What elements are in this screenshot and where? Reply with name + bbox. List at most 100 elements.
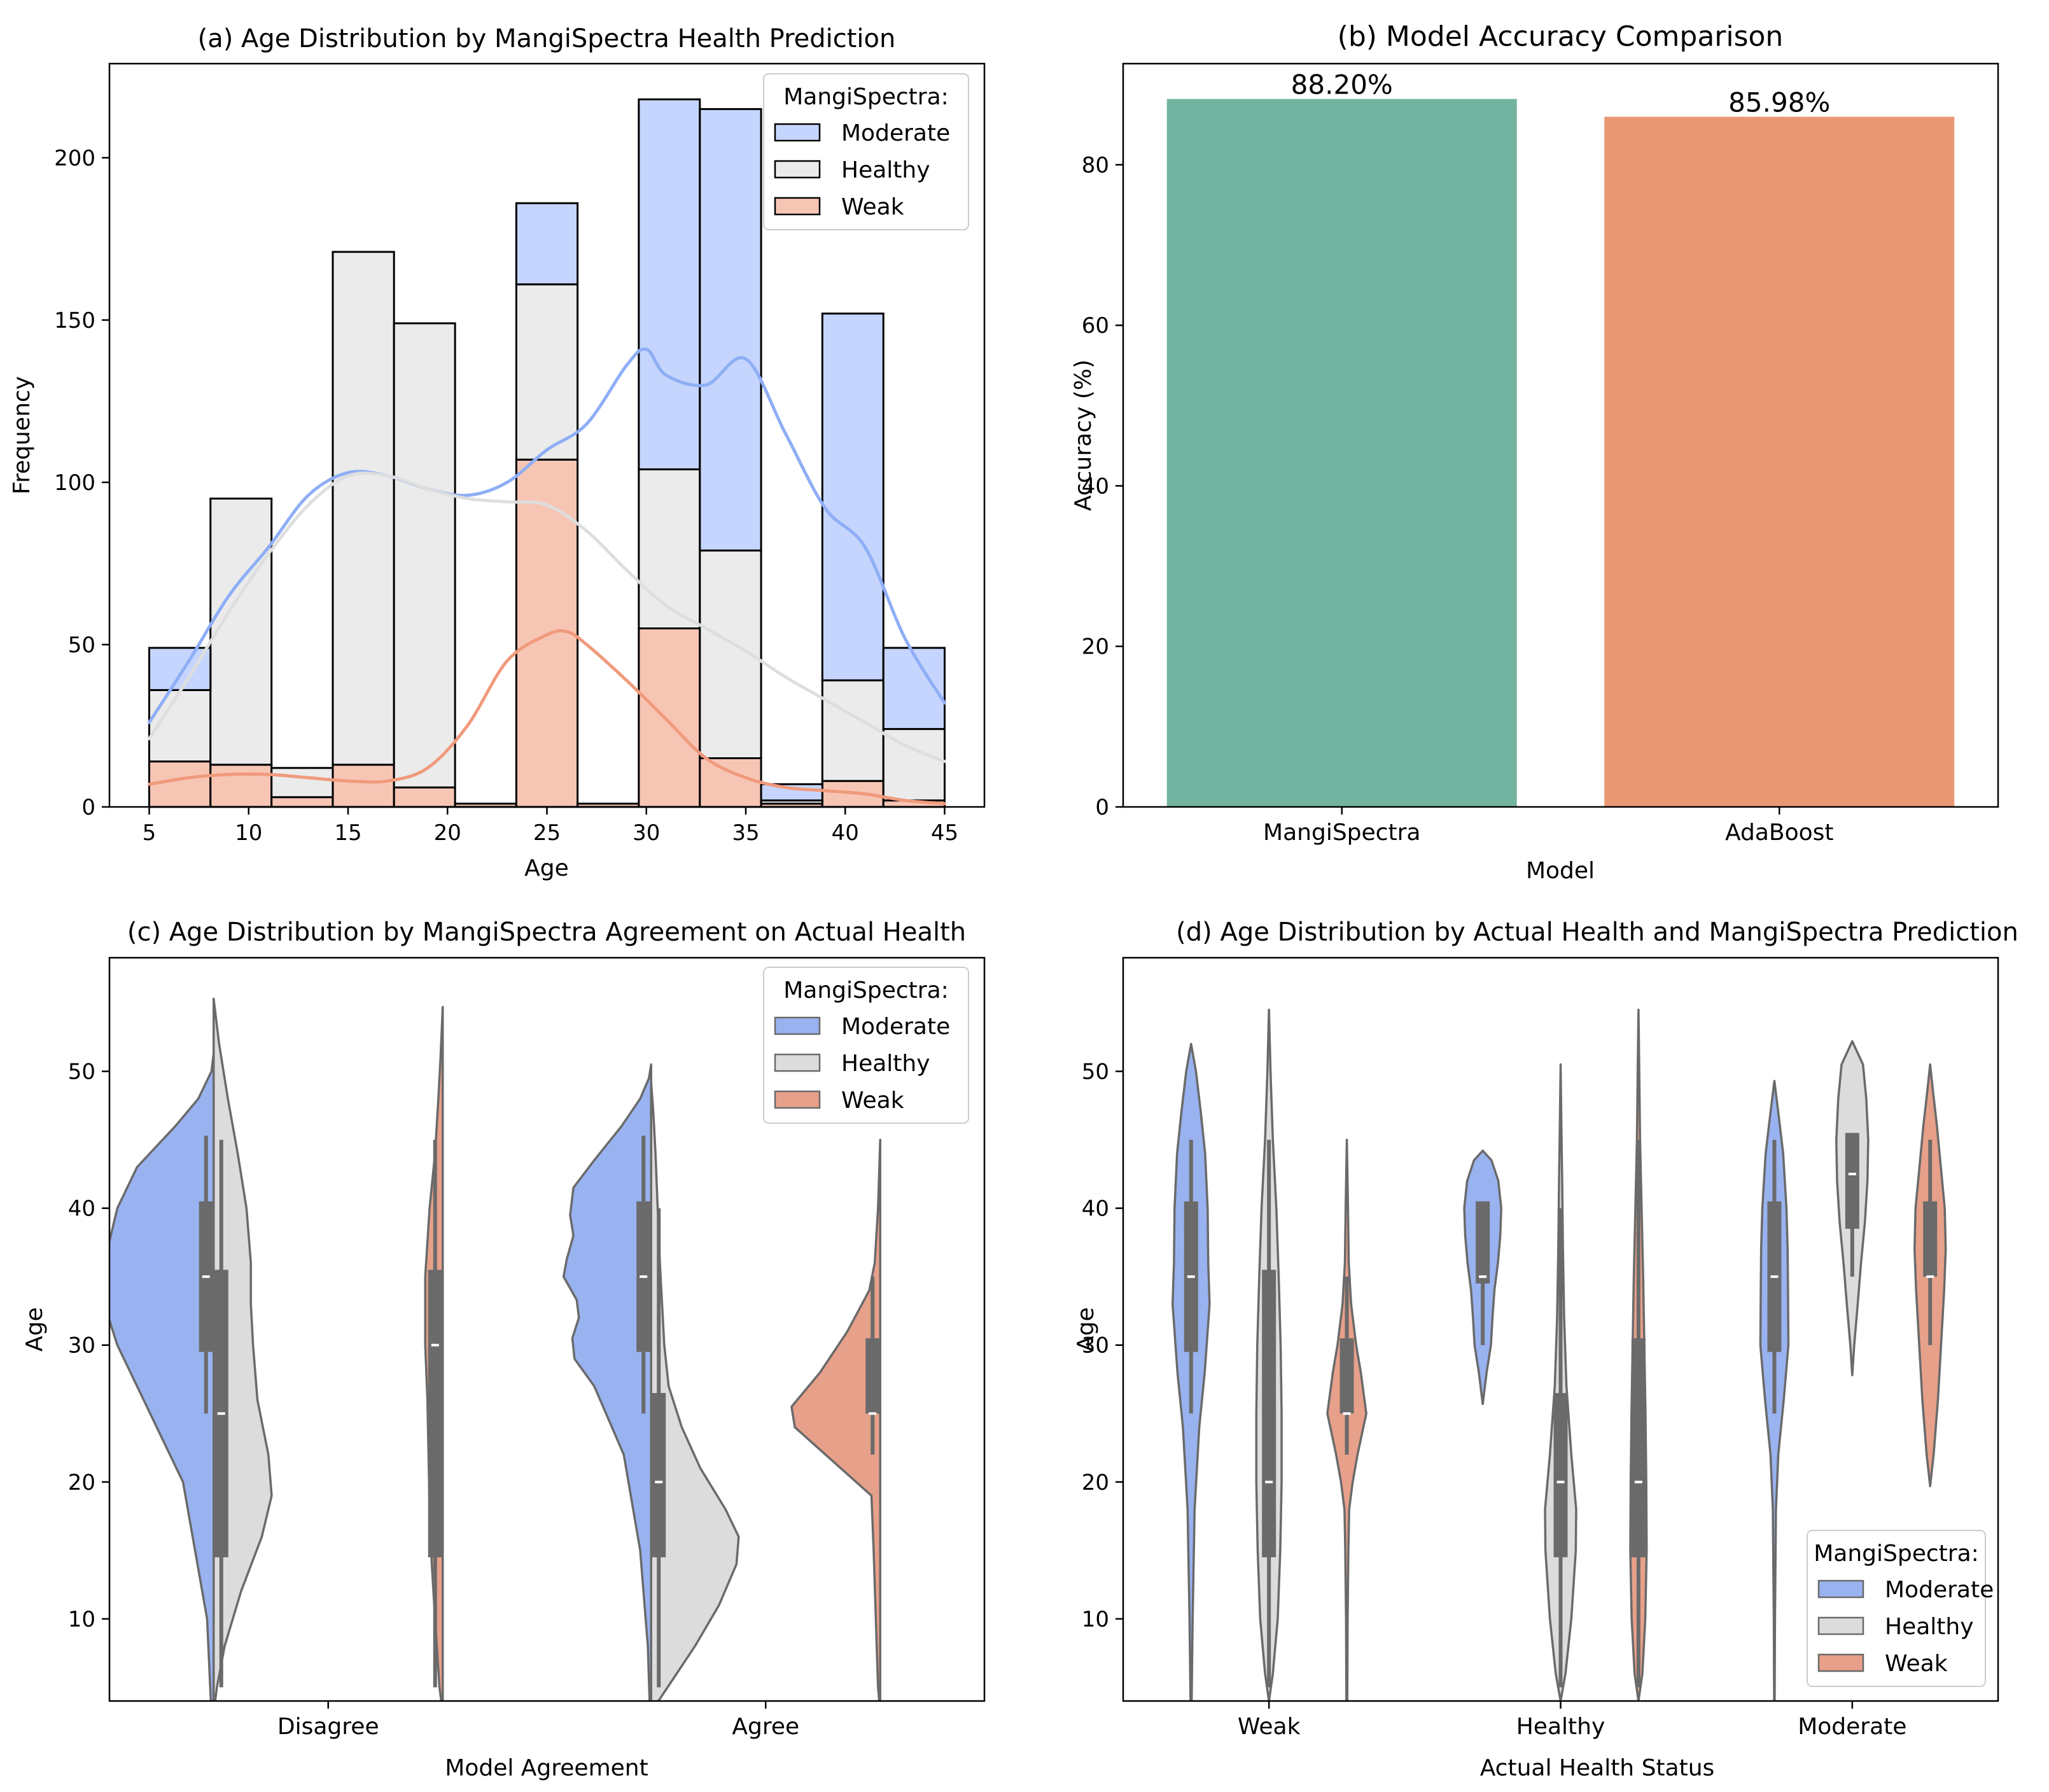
accuracy-bar-mangispectra	[1166, 99, 1517, 808]
panel-a-legend-swatch-weak	[774, 197, 821, 216]
violin-iqr-box-moderate-weak-8	[1923, 1201, 1938, 1277]
panel-a-xtick-label-25: 25	[533, 820, 561, 846]
panel-a-ytick-label-0: 0	[81, 795, 95, 820]
panel-a-legend-swatch-moderate	[774, 123, 821, 142]
panel-d-legend-box	[1807, 1530, 1986, 1687]
panel-d-ytick-label-10: 10	[1082, 1607, 1109, 1632]
hist-bar-moderate-bin-10	[760, 783, 823, 802]
panel-a-xtick-label-15: 15	[334, 820, 361, 846]
panel-a-xtick-label-20: 20	[434, 820, 461, 846]
panel-a-legend-swatch-healthy	[774, 160, 821, 179]
violin-iqr-box-healthy-healthy-4	[1553, 1393, 1568, 1558]
violin-iqr-box-weak-weak-2	[1339, 1338, 1354, 1414]
panel-b-ytick-label-80: 80	[1082, 153, 1109, 178]
panel-b-accuracy: 88.20% 85.98% MangiSpectra AdaBoost 0 20 40 6…	[1070, 20, 1999, 884]
panel-c-legend-swatch-moderate	[774, 1016, 821, 1035]
panel-c-legend-title: MangiSpectra:	[783, 977, 949, 1004]
panel-a-xtick-label-45: 45	[931, 820, 958, 846]
panel-a-x-label: Age	[524, 855, 569, 881]
accuracy-value-label-mangispectra: 88.20%	[1291, 69, 1393, 100]
panel-b-x-ticks: MangiSpectra AdaBoost	[1263, 807, 1834, 846]
panel-c-legend-label-healthy: Healthy	[841, 1051, 930, 1077]
panel-c-ytick-label-50: 50	[68, 1060, 95, 1085]
panel-d-ytick-label-50: 50	[1082, 1060, 1109, 1085]
violin-iqr-box-moderate-healthy-7	[1845, 1133, 1859, 1229]
violin-iqr-box-agree-weak-5	[865, 1338, 880, 1414]
panel-a-legend-label-weak: Weak	[841, 194, 904, 220]
hist-bar-weak-bin-9	[699, 757, 762, 808]
hist-bar-weak-bin-2	[270, 796, 334, 808]
hist-bar-healthy-bin-8	[638, 468, 701, 629]
panel-a-legend-title: MangiSpectra:	[783, 84, 949, 110]
panel-c-violins	[109, 997, 881, 1701]
kde-line-healthy	[148, 471, 946, 764]
accuracy-bar-adaboost	[1604, 116, 1955, 808]
panel-d-ytick-label-40: 40	[1082, 1196, 1109, 1222]
hist-bar-weak-bin-3	[332, 764, 395, 808]
violin-iqr-box-healthy-weak-5	[1631, 1338, 1646, 1558]
hist-bar-healthy-bin-2	[270, 767, 334, 799]
panel-d-legend-swatch-healthy	[1817, 1616, 1864, 1635]
panel-c-y-ticks: 10 20 30 40 50	[68, 1060, 109, 1632]
hist-bar-healthy-bin-6	[515, 283, 579, 461]
panel-c-x-ticks: Disagree Agree	[277, 1701, 799, 1740]
panel-a-ytick-label-50: 50	[68, 633, 95, 658]
panel-d-legend-swatch-moderate	[1817, 1579, 1864, 1599]
panel-d-legend-label-healthy: Healthy	[1885, 1614, 1974, 1640]
panel-d-title: (d) Age Distribution by Actual Health an…	[1176, 918, 2018, 947]
violin-iqr-box-weak-healthy-1	[1262, 1270, 1276, 1558]
violin-iqr-box-agree-healthy-4	[652, 1393, 666, 1558]
panel-c-xtick-label-disagree: Disagree	[277, 1714, 379, 1740]
panel-c-frame	[108, 956, 986, 1702]
violin-disagree-moderate-0	[109, 1052, 215, 1701]
hist-bar-healthy-bin-4	[393, 322, 456, 788]
panel-d-legend-label-moderate: Moderate	[1885, 1577, 1994, 1603]
panel-a-ytick-label-150: 150	[54, 308, 95, 333]
panel-d-x-label: Actual Health Status	[1480, 1755, 1715, 1781]
panel-d-violins	[1171, 1008, 1947, 1701]
panel-a-x-ticks: 5 10 15 20 25 30 35 40 45	[143, 807, 958, 846]
panel-b-ytick-label-0: 0	[1095, 795, 1109, 820]
panel-d-ytick-label-20: 20	[1082, 1470, 1109, 1495]
panel-c-ytick-label-10: 10	[68, 1607, 95, 1632]
panel-c-y-label: Age	[22, 1307, 48, 1352]
panel-a-xtick-label-10: 10	[235, 820, 262, 846]
panel-a-xtick-label-30: 30	[633, 820, 660, 846]
panel-d-xtick-label-weak: Weak	[1238, 1714, 1301, 1740]
panel-a-legend-label-healthy: Healthy	[841, 157, 930, 183]
panel-b-ytick-label-20: 20	[1082, 634, 1109, 660]
panel-d-xtick-label-healthy: Healthy	[1516, 1714, 1605, 1740]
panel-d-ytick-label-30: 30	[1082, 1333, 1109, 1359]
panel-c-legend-label-moderate: Moderate	[841, 1014, 950, 1040]
panel-a-xtick-label-35: 35	[732, 820, 759, 846]
panel-a-bars	[148, 98, 946, 808]
panel-c-x-label: Model Agreement	[445, 1755, 648, 1781]
panel-b-y-ticks: 0 20 40 60 80	[1082, 153, 1123, 820]
hist-bar-weak-bin-1	[209, 764, 273, 808]
panel-b-xtick-label-adaboost: AdaBoost	[1725, 820, 1834, 846]
panel-d-legend-label-weak: Weak	[1885, 1651, 1948, 1677]
hist-bar-weak-bin-8	[638, 627, 701, 808]
violin-agree-weak-5	[790, 1138, 881, 1701]
hist-bar-moderate-bin-11	[821, 312, 885, 682]
panel-d-legend-title: MangiSpectra:	[1814, 1541, 1979, 1567]
panel-b-x-label: Model	[1526, 858, 1595, 884]
violin-agree-healthy-4	[650, 1081, 740, 1701]
panel-c-split-violin: Disagree Agree 10 20 30 40 50 (c) Age Distrib…	[22, 918, 986, 1781]
panel-b-ytick-label-40: 40	[1082, 473, 1109, 499]
panel-b-frame	[1122, 62, 1999, 808]
accuracy-value-label-adaboost: 85.98%	[1728, 87, 1830, 118]
panel-a-xtick-label-5: 5	[143, 820, 157, 846]
violin-iqr-box-healthy-moderate-3	[1476, 1201, 1490, 1284]
panel-a-y-label: Frequency	[9, 376, 35, 494]
kde-line-weak	[148, 629, 946, 806]
kde-line-moderate	[148, 347, 946, 724]
hist-bar-healthy-bin-3	[332, 251, 395, 766]
panel-d-xtick-label-moderate: Moderate	[1798, 1714, 1906, 1740]
panel-a-legend-box	[763, 73, 969, 230]
panel-a-title: (a) Age Distribution by MangiSpectra Hea…	[198, 24, 896, 53]
violin-iqr-box-disagree-weak-2	[428, 1270, 442, 1558]
panel-d-y-ticks: 10 20 30 40 50	[1082, 1060, 1123, 1632]
panel-b-title: (b) Model Accuracy Comparison	[1338, 20, 1784, 53]
panel-d-y-label: Age	[1073, 1307, 1099, 1352]
